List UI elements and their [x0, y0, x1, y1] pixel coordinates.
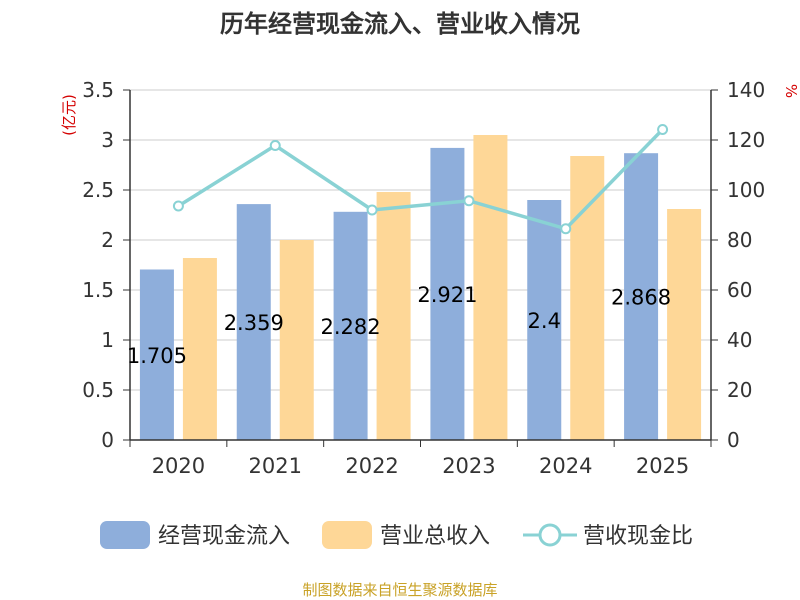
y-right-tick-label: 60: [727, 278, 752, 302]
data-label-2025: 2.868: [611, 286, 671, 310]
y-left-tick-label: 2: [101, 228, 114, 252]
data-label-2020: 1.705: [127, 344, 187, 368]
x-tick-label: 2025: [636, 454, 689, 478]
legend-marker: [538, 523, 562, 547]
axes: 0 0.5 1 1.5 2 2.5 3 3.5 0 20 40 60 80 100 120 140 2020 20…: [82, 78, 765, 478]
legend-label: 经营现金流入: [158, 524, 290, 549]
data-label-2023: 2.921: [417, 283, 477, 307]
y-left-tick-label: 0.5: [82, 378, 114, 402]
y-left-tick-label: 0: [101, 428, 114, 452]
bar-revenue-2023: [473, 135, 508, 440]
bar-cash-inflow-2022: [333, 211, 368, 440]
y-right-tick-label: 100: [727, 178, 765, 202]
bar-cash-inflow-2023: [430, 147, 465, 440]
legend-label: 营收现金比: [583, 524, 693, 549]
y-right-tick-label: 40: [727, 328, 752, 352]
data-labels: 1.705 2.359 2.282 2.921 2.4 2.868: [127, 283, 671, 368]
y-left-tick-label: 2.5: [82, 178, 114, 202]
data-label-2024: 2.4: [528, 309, 561, 333]
data-label-2022: 2.282: [321, 315, 381, 339]
x-tick-label: 2020: [152, 454, 205, 478]
y-right-tick-label: 80: [727, 228, 752, 252]
ratio-point-2024: [560, 223, 572, 235]
legend-item-1[interactable]: 营业总收入: [322, 521, 490, 549]
bar-cash-inflow-2020: [139, 269, 174, 440]
x-tick-label: 2022: [345, 454, 398, 478]
ratio-point-2022: [366, 204, 378, 216]
y-left-tick-label: 3: [101, 128, 114, 152]
legend-label: 营业总收入: [380, 524, 490, 549]
bar-revenue-2025: [667, 209, 702, 440]
bar-revenue-2022: [376, 192, 411, 440]
legend-item-2[interactable]: 营收现金比: [523, 523, 693, 549]
y-left-tick-label: 3.5: [82, 78, 114, 102]
y-left-label: (亿元): [60, 94, 78, 136]
legend-item-0[interactable]: 经营现金流入: [100, 521, 290, 549]
legend[interactable]: 经营现金流入 营业总收入 营收现金比: [100, 521, 693, 549]
x-tick-label: 2023: [442, 454, 495, 478]
y-right-tick-label: 20: [727, 378, 752, 402]
bar-revenue-2024: [570, 156, 605, 440]
y-right-tick-label: 0: [727, 428, 740, 452]
ratio-point-2025: [657, 124, 669, 135]
legend-swatch: [100, 521, 150, 549]
y-right-tick-label: 140: [727, 78, 765, 102]
ratio-point-2021: [269, 140, 281, 151]
bars: [139, 135, 702, 440]
chart-title: 历年经营现金流入、营业收入情况: [220, 10, 580, 38]
legend-swatch: [322, 521, 372, 549]
y-right-tick-label: 120: [727, 128, 765, 152]
data-label-2021: 2.359: [224, 311, 284, 335]
ratio-line-path: [177, 128, 664, 231]
bar-cash-inflow-2025: [624, 153, 659, 440]
ratio-point-2023: [463, 195, 475, 207]
gridlines: [130, 89, 711, 391]
bar-cash-inflow-2021: [236, 204, 271, 440]
x-tick-label: 2024: [539, 454, 592, 478]
y-left-tick-label: 1: [101, 328, 114, 352]
y-left-tick-label: 1.5: [82, 278, 114, 302]
bar-revenue-2020: [182, 258, 217, 440]
source-note: 制图数据来自恒生聚源数据库: [302, 581, 497, 599]
ratio-line: [172, 124, 669, 235]
bar-revenue-2021: [279, 240, 314, 440]
x-tick-label: 2021: [249, 454, 302, 478]
bar-cash-inflow-2024: [527, 200, 562, 440]
ratio-point-2020: [172, 200, 184, 212]
y-right-label: %: [782, 84, 800, 98]
